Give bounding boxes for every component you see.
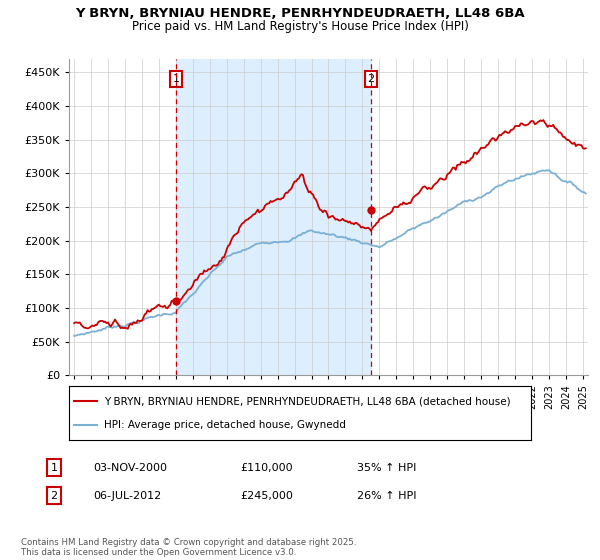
Text: HPI: Average price, detached house, Gwynedd: HPI: Average price, detached house, Gwyn… [104,419,346,430]
Text: £110,000: £110,000 [240,463,293,473]
Bar [176,59,371,375]
Text: 1: 1 [172,74,179,84]
Text: 2: 2 [50,491,58,501]
Text: Price paid vs. HM Land Registry's House Price Index (HPI): Price paid vs. HM Land Registry's House … [131,20,469,32]
Text: £245,000: £245,000 [240,491,293,501]
Text: 1: 1 [50,463,58,473]
Text: Y BRYN, BRYNIAU HENDRE, PENRHYNDEUDRAETH, LL48 6BA: Y BRYN, BRYNIAU HENDRE, PENRHYNDEUDRAETH… [75,7,525,20]
Text: Contains HM Land Registry data © Crown copyright and database right 2025.
This d: Contains HM Land Registry data © Crown c… [21,538,356,557]
Text: 06-JUL-2012: 06-JUL-2012 [93,491,161,501]
Text: Y BRYN, BRYNIAU HENDRE, PENRHYNDEUDRAETH, LL48 6BA (detached house): Y BRYN, BRYNIAU HENDRE, PENRHYNDEUDRAETH… [104,396,510,407]
Text: 2: 2 [367,74,374,84]
Text: 26% ↑ HPI: 26% ↑ HPI [357,491,416,501]
Text: 03-NOV-2000: 03-NOV-2000 [93,463,167,473]
Text: 35% ↑ HPI: 35% ↑ HPI [357,463,416,473]
